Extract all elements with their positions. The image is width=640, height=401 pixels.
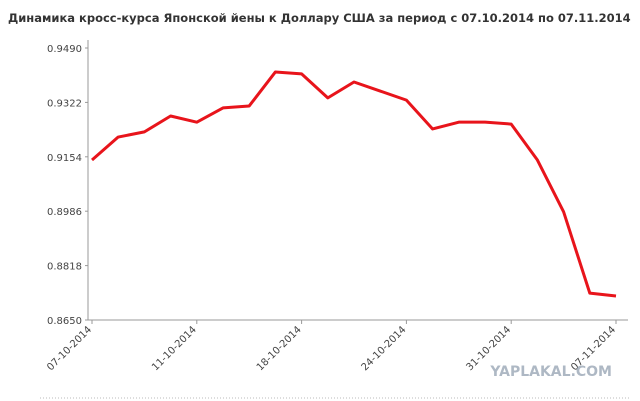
y-tick-label: 0.8986 xyxy=(47,207,82,218)
y-tick-label: 0.9322 xyxy=(47,98,82,109)
watermark: YAPLAKAL.COM xyxy=(489,364,612,380)
x-tick-label: 24-10-2014 xyxy=(360,324,409,373)
line xyxy=(91,70,617,298)
y-tick-label: 0.9154 xyxy=(47,153,82,164)
x-tick-label: 07-10-2014 xyxy=(45,324,94,373)
y-tick-label: 0.8818 xyxy=(47,262,82,273)
chart-title: Динамика кросс-курса Японской йены к Дол… xyxy=(8,11,631,25)
x-tick-label: 11-10-2014 xyxy=(150,324,199,373)
y-tick-label: 0.8650 xyxy=(47,316,82,327)
x-tick-label: 18-10-2014 xyxy=(255,324,304,373)
y-tick-label: 0.9490 xyxy=(47,44,82,55)
